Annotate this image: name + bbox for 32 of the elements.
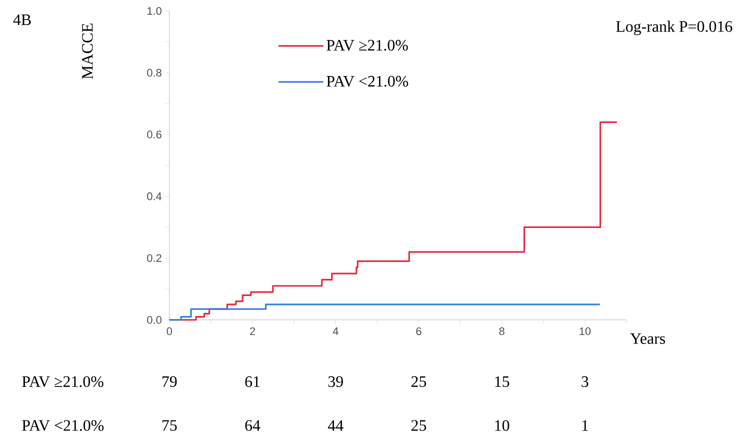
text: 15	[495, 376, 510, 387]
text: 10	[495, 420, 510, 431]
text: 64	[245, 420, 260, 431]
y-tick-label: 0.2	[147, 254, 162, 262]
y-axis-title: MACCE	[82, 23, 93, 79]
text: 39	[328, 376, 343, 387]
text: 3	[582, 376, 588, 387]
y-tick-label: 0.6	[147, 130, 162, 138]
text: 25	[411, 420, 426, 431]
text: 4B	[13, 14, 31, 25]
x-tick-label: 0	[166, 327, 172, 335]
y-tick-label: 0.8	[147, 68, 162, 76]
text: 1	[582, 420, 588, 431]
text: 75	[162, 420, 177, 431]
legend-label: PAV <21.0%	[326, 76, 408, 86]
text: 61	[245, 376, 260, 387]
text: PAV ≥21.0%	[22, 376, 104, 387]
x-axis-title: Years	[630, 333, 666, 344]
text: 25	[411, 376, 426, 387]
x-tick-label: 10	[580, 327, 591, 335]
x-tick-label: 4	[332, 327, 338, 335]
text: 44	[328, 420, 344, 431]
y-tick-label: 0.4	[147, 192, 162, 200]
x-tick-label: 2	[250, 327, 256, 335]
y-tick-label: 1.0	[147, 6, 162, 15]
y-tick-label: 0.0	[147, 316, 162, 324]
text: PAV <21.0%	[22, 420, 104, 431]
legend-label: PAV ≥21.0%	[326, 40, 408, 50]
annotation: Log-rank P=0.016	[616, 20, 732, 35]
x-tick-label: 8	[499, 327, 504, 335]
text: 79	[162, 376, 177, 387]
x-tick-label: 6	[416, 327, 422, 335]
